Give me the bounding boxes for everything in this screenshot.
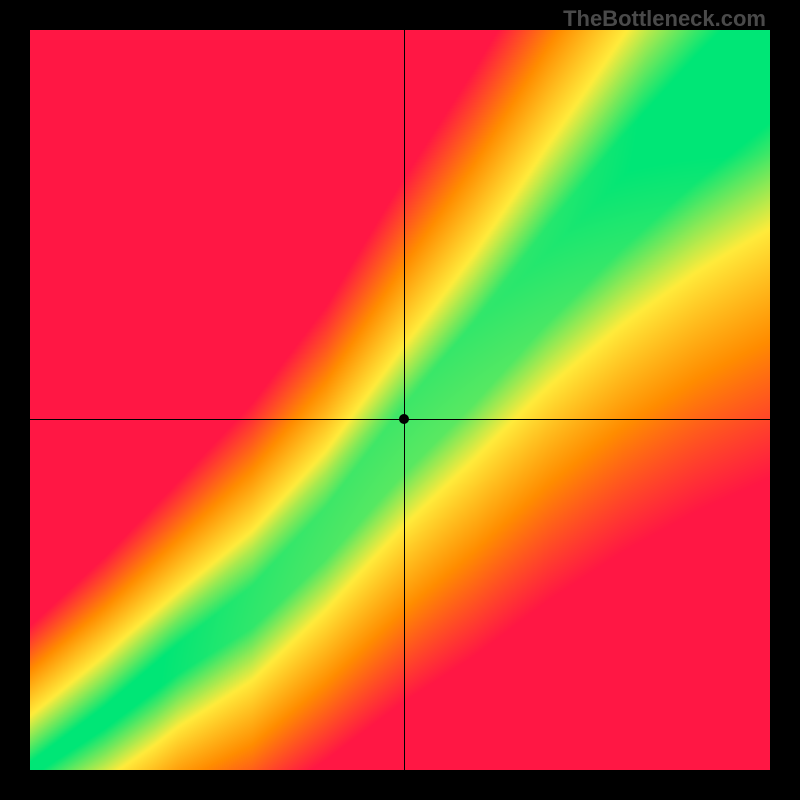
crosshair-vertical: [404, 30, 405, 770]
crosshair-marker: [399, 414, 409, 424]
plot-area: [30, 30, 770, 770]
heatmap-canvas: [30, 30, 770, 770]
watermark-text: TheBottleneck.com: [563, 6, 766, 32]
